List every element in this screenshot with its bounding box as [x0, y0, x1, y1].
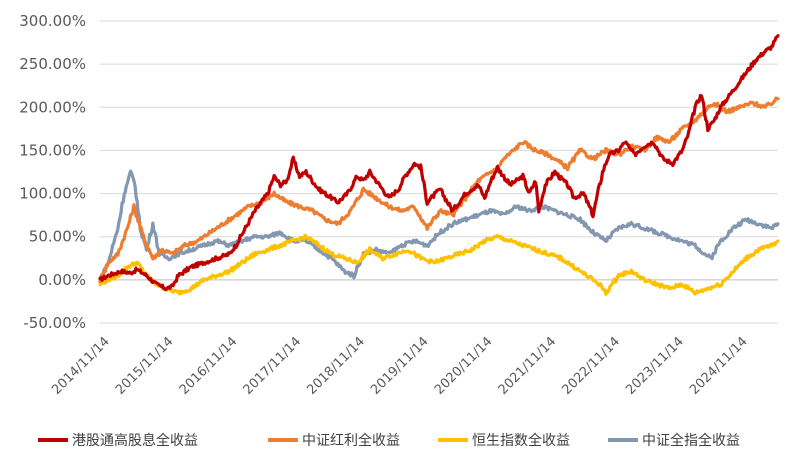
legend-label-2: 恒生指数全收益: [472, 432, 570, 449]
x-tick-label: 2022/11/14: [559, 334, 623, 398]
y-tick-label: 150.00%: [19, 141, 86, 159]
y-tick-label: 250.00%: [19, 55, 86, 73]
legend-label-1: 中证红利全收益: [302, 432, 400, 449]
x-tick-label: 2023/11/14: [623, 334, 687, 398]
x-tick-label: 2017/11/14: [241, 334, 305, 398]
x-tick-label: 2020/11/14: [432, 334, 496, 398]
series-line-1: [98, 96, 780, 284]
x-tick-label: 2016/11/14: [177, 334, 241, 398]
y-tick-label: -50.00%: [23, 314, 86, 332]
x-tick-label: 2019/11/14: [368, 334, 432, 398]
y-tick-label: 0.00%: [38, 271, 86, 289]
series-lines: [98, 34, 780, 296]
gridlines: [100, 20, 778, 324]
x-tick-label: 2021/11/14: [496, 334, 560, 398]
series-line-2: [98, 233, 780, 296]
y-axis-ticks: -50.00% 0.00% 50.00% 100.00% 150.00% 200.00% 2…: [19, 12, 86, 332]
x-tick-label: 2018/11/14: [304, 334, 368, 398]
x-tick-label: 2015/11/14: [113, 334, 177, 398]
x-tick-label: 2024/11/14: [687, 334, 751, 398]
y-tick-label: 100.00%: [19, 185, 86, 203]
series-line-0: [98, 34, 780, 292]
x-axis-ticks: 2014/11/14 2015/11/14 2016/11/14 2017/11/14…: [49, 334, 750, 398]
y-tick-label: 300.00%: [19, 12, 86, 30]
legend: 港股通高股息全收益 中证红利全收益 恒生指数全收益 中证全指全收益: [38, 432, 740, 449]
y-tick-label: 50.00%: [29, 228, 86, 246]
y-tick-label: 200.00%: [19, 98, 86, 116]
series-line-3: [98, 169, 780, 281]
x-tick-label: 2014/11/14: [49, 334, 113, 398]
legend-label-0: 港股通高股息全收益: [72, 432, 198, 449]
legend-label-3: 中证全指全收益: [642, 432, 740, 449]
